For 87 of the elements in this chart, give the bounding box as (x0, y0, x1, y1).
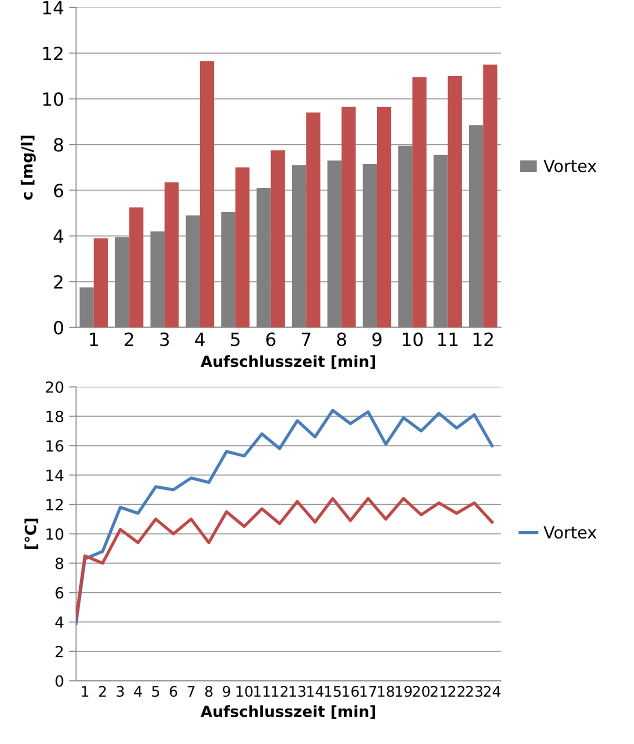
y-tick-label: 14 (43, 1, 64, 14)
x-tick-label: 22 (448, 686, 464, 697)
bar (235, 167, 250, 328)
x-tick-label: 9 (222, 686, 230, 697)
x-tick-label: 24 (484, 686, 500, 697)
y-tick-label: 12 (46, 498, 63, 510)
x-tick-label: 14 (307, 686, 324, 697)
y-tick-label: 6 (56, 587, 64, 599)
bar (164, 182, 179, 328)
x-tick-label: 10 (236, 686, 253, 697)
x-tick-label: 23 (466, 686, 482, 697)
x-tick-label: 10 (402, 332, 423, 346)
legend-label: Vortex (544, 160, 596, 172)
x-tick-label: 5 (152, 686, 160, 697)
bar (129, 207, 144, 328)
x-tick-label: 3 (116, 686, 124, 697)
y-tick-label: 16 (46, 440, 64, 452)
x-tick-label: 16 (342, 686, 359, 697)
x-tick-label: 12 (272, 686, 288, 697)
line-series (76, 408, 494, 625)
bar (292, 165, 306, 328)
bar (398, 146, 412, 328)
x-tick-label: 9 (372, 332, 382, 346)
bar (448, 76, 462, 328)
x-tick-label: 7 (302, 332, 310, 346)
bar (376, 106, 392, 328)
x-axis-title: Aufschlusszeit [min] (200, 705, 376, 719)
x-tick-label: 6 (266, 332, 276, 346)
x-tick-label: 6 (170, 686, 178, 697)
bar (469, 125, 484, 328)
y-tick-label: 4 (55, 616, 64, 628)
y-tick-label: 0 (56, 675, 64, 687)
y-axis-title: [°C] (24, 518, 38, 549)
line-series (76, 497, 494, 621)
bar (483, 64, 498, 328)
x-tick-label: 1 (90, 332, 98, 346)
bar (327, 160, 342, 328)
x-tick-label: 2 (99, 686, 106, 697)
x-tick-label: 13 (290, 686, 306, 697)
x-tick-label: 1 (82, 686, 88, 697)
y-tick-label: 6 (54, 184, 64, 198)
bar (200, 61, 214, 328)
bar (94, 238, 108, 328)
x-tick-label: 15 (325, 686, 341, 697)
y-tick-label: 12 (43, 46, 62, 60)
bar (270, 150, 285, 328)
y-tick-label: 18 (46, 410, 64, 422)
x-tick-label: 17 (360, 686, 376, 697)
x-tick-label: 8 (205, 686, 212, 697)
x-tick-label: 20 (413, 686, 430, 697)
y-tick-label: 10 (43, 92, 64, 106)
x-tick-label: 19 (396, 686, 412, 697)
bar (150, 231, 165, 328)
y-tick-label: 10 (46, 528, 64, 540)
x-tick-label: 11 (254, 686, 270, 697)
bar (342, 106, 356, 328)
bar (186, 215, 200, 328)
y-tick-label: 4 (54, 230, 64, 243)
x-tick-label: 11 (438, 332, 458, 346)
bar (80, 287, 94, 328)
x-tick-label: 3 (160, 332, 169, 346)
bar (115, 237, 130, 328)
y-tick-label: 8 (56, 558, 64, 570)
x-tick-label: 18 (378, 686, 394, 697)
x-tick-label: 21 (430, 686, 447, 697)
x-tick-label: 7 (188, 686, 195, 697)
x-tick-label: 2 (124, 332, 134, 346)
y-tick-label: 8 (54, 138, 64, 152)
bar (412, 77, 427, 328)
y-tick-label: 0 (54, 320, 64, 334)
y-tick-label: 2 (54, 275, 62, 289)
y-tick-label: 14 (46, 470, 64, 481)
legend-label: Vortex (544, 526, 596, 539)
bar (362, 164, 377, 328)
y-tick-label: 20 (46, 381, 64, 393)
x-tick-label: 4 (195, 332, 205, 346)
x-axis-title: Aufschlusszeit [min] (200, 355, 376, 369)
x-tick-label: 5 (231, 332, 240, 346)
y-tick-label: 2 (56, 646, 63, 658)
bar (306, 112, 320, 328)
x-tick-label: 4 (134, 686, 142, 697)
x-tick-label: 8 (337, 332, 346, 346)
x-tick-label: 12 (474, 332, 493, 346)
y-axis-title: c [mg/l] (20, 136, 36, 200)
bar (256, 188, 271, 328)
bar (221, 212, 236, 328)
bar (434, 154, 448, 328)
